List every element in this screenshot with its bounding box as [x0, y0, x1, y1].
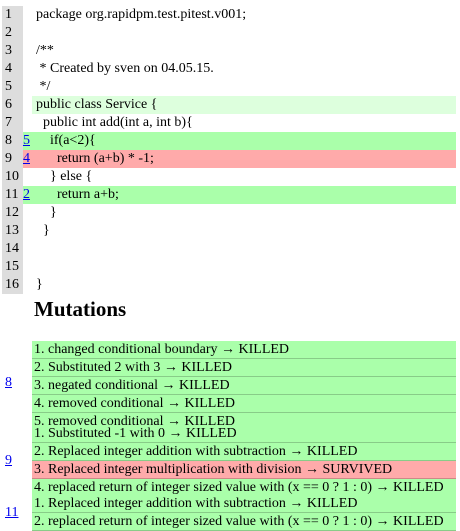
mutation-line-link[interactable]: 9 — [5, 453, 12, 468]
mutation-count — [23, 168, 32, 186]
mutation-item: 1. Replaced integer addition with subtra… — [32, 495, 456, 513]
line-number: 14 — [2, 240, 23, 258]
source-code-text — [32, 240, 456, 258]
source-code-text: public int add(int a, int b){ — [36, 115, 193, 130]
source-line: 7 public int add(int a, int b){ — [2, 114, 456, 132]
source-line: 2 — [2, 24, 456, 42]
mutation-count — [23, 204, 32, 222]
source-line: 15 — [2, 258, 456, 276]
mutation-count — [23, 258, 32, 276]
mutation-items: 1. Substituted -1 with 0 → KILLED 2. Repl… — [32, 425, 456, 497]
mutation-line-link[interactable]: 11 — [5, 505, 19, 520]
source-code-text: package org.rapidpm.test.pitest.v001; — [36, 7, 247, 22]
line-number: 8 — [2, 132, 23, 150]
source-line: 11 2 return a+b; — [2, 186, 456, 204]
line-number: 3 — [2, 42, 23, 60]
mutation-item: 1. changed conditional boundary → KILLED — [32, 341, 456, 359]
mutation-count — [23, 276, 32, 294]
mutation-item: 2. replaced return of integer sized valu… — [32, 513, 456, 531]
mutation-item: 4. removed conditional → KILLED — [32, 395, 456, 413]
mutation-count — [23, 240, 32, 258]
source-code-text: public class Service { — [32, 96, 456, 114]
mutation-item: 3. negated conditional → KILLED — [32, 377, 456, 395]
source-line: 6 public class Service { — [2, 96, 456, 114]
source-code-text: } — [36, 205, 57, 220]
mutation-count-link[interactable]: 2 — [23, 187, 30, 202]
source-code-text: * Created by sven on 04.05.15. — [36, 61, 214, 76]
source-line: 3 /** — [2, 42, 456, 60]
source-code-table: 1 package org.rapidpm.test.pitest.v001; 2 3… — [2, 6, 456, 294]
mutation-count — [23, 60, 32, 78]
line-number: 2 — [2, 24, 23, 42]
source-line: 13 } — [2, 222, 456, 240]
mutation-count — [23, 42, 32, 60]
mutation-item: 2. Substituted 2 with 3 → KILLED — [32, 359, 456, 377]
source-line: 5 */ — [2, 78, 456, 96]
source-code-text — [32, 24, 456, 42]
mutation-count — [23, 6, 32, 24]
line-number: 5 — [2, 78, 23, 96]
source-code-text: */ — [36, 79, 51, 94]
mutation-count — [23, 24, 32, 42]
source-code-text: } — [36, 223, 50, 238]
line-number: 13 — [2, 222, 23, 240]
line-number: 12 — [2, 204, 23, 222]
mutation-count — [23, 114, 32, 132]
line-number: 6 — [2, 96, 23, 114]
line-number: 7 — [2, 114, 23, 132]
mutation-count — [23, 222, 32, 240]
mutation-line-link[interactable]: 8 — [5, 375, 12, 390]
mutation-count[interactable]: 2 — [23, 186, 32, 204]
mutation-count-link[interactable]: 4 — [23, 151, 30, 166]
source-code-text — [32, 258, 456, 276]
mutation-count[interactable]: 5 — [23, 132, 32, 150]
source-code-text: return (a+b) * -1; — [32, 150, 456, 168]
mutation-count — [23, 78, 32, 96]
mutation-item: 2. Replaced integer addition with subtra… — [32, 443, 456, 461]
mutations-heading: Mutations — [34, 297, 127, 321]
mutation-count[interactable]: 4 — [23, 150, 32, 168]
source-line: 12 } — [2, 204, 456, 222]
line-number: 11 — [2, 186, 23, 204]
mutation-item: 1. Substituted -1 with 0 → KILLED — [32, 425, 456, 443]
mutation-count-link[interactable]: 5 — [23, 133, 30, 148]
mutation-items: 1. changed conditional boundary → KILLED… — [32, 341, 456, 431]
source-code-text: return a+b; — [32, 186, 456, 204]
source-code-text: } else { — [36, 169, 93, 184]
source-code-text: } — [36, 277, 43, 292]
source-code-text: /** — [36, 43, 54, 58]
source-line: 1 package org.rapidpm.test.pitest.v001; — [2, 6, 456, 24]
line-number: 16 — [2, 276, 23, 294]
source-line: 14 — [2, 240, 456, 258]
mutation-count — [23, 96, 32, 114]
line-number: 10 — [2, 168, 23, 186]
line-number: 4 — [2, 60, 23, 78]
source-code-body: 1 package org.rapidpm.test.pitest.v001; 2 3… — [2, 6, 456, 294]
line-number: 9 — [2, 150, 23, 168]
source-line: 16} — [2, 276, 456, 294]
mutation-item: 3. Replaced integer multiplication with … — [32, 461, 456, 479]
source-code-text: if(a<2){ — [32, 132, 456, 150]
line-number: 1 — [2, 6, 23, 24]
mutation-items: 1. Replaced integer addition with subtra… — [32, 495, 456, 531]
source-line: 4 * Created by sven on 04.05.15. — [2, 60, 456, 78]
source-line: 10 } else { — [2, 168, 456, 186]
line-number: 15 — [2, 258, 23, 276]
